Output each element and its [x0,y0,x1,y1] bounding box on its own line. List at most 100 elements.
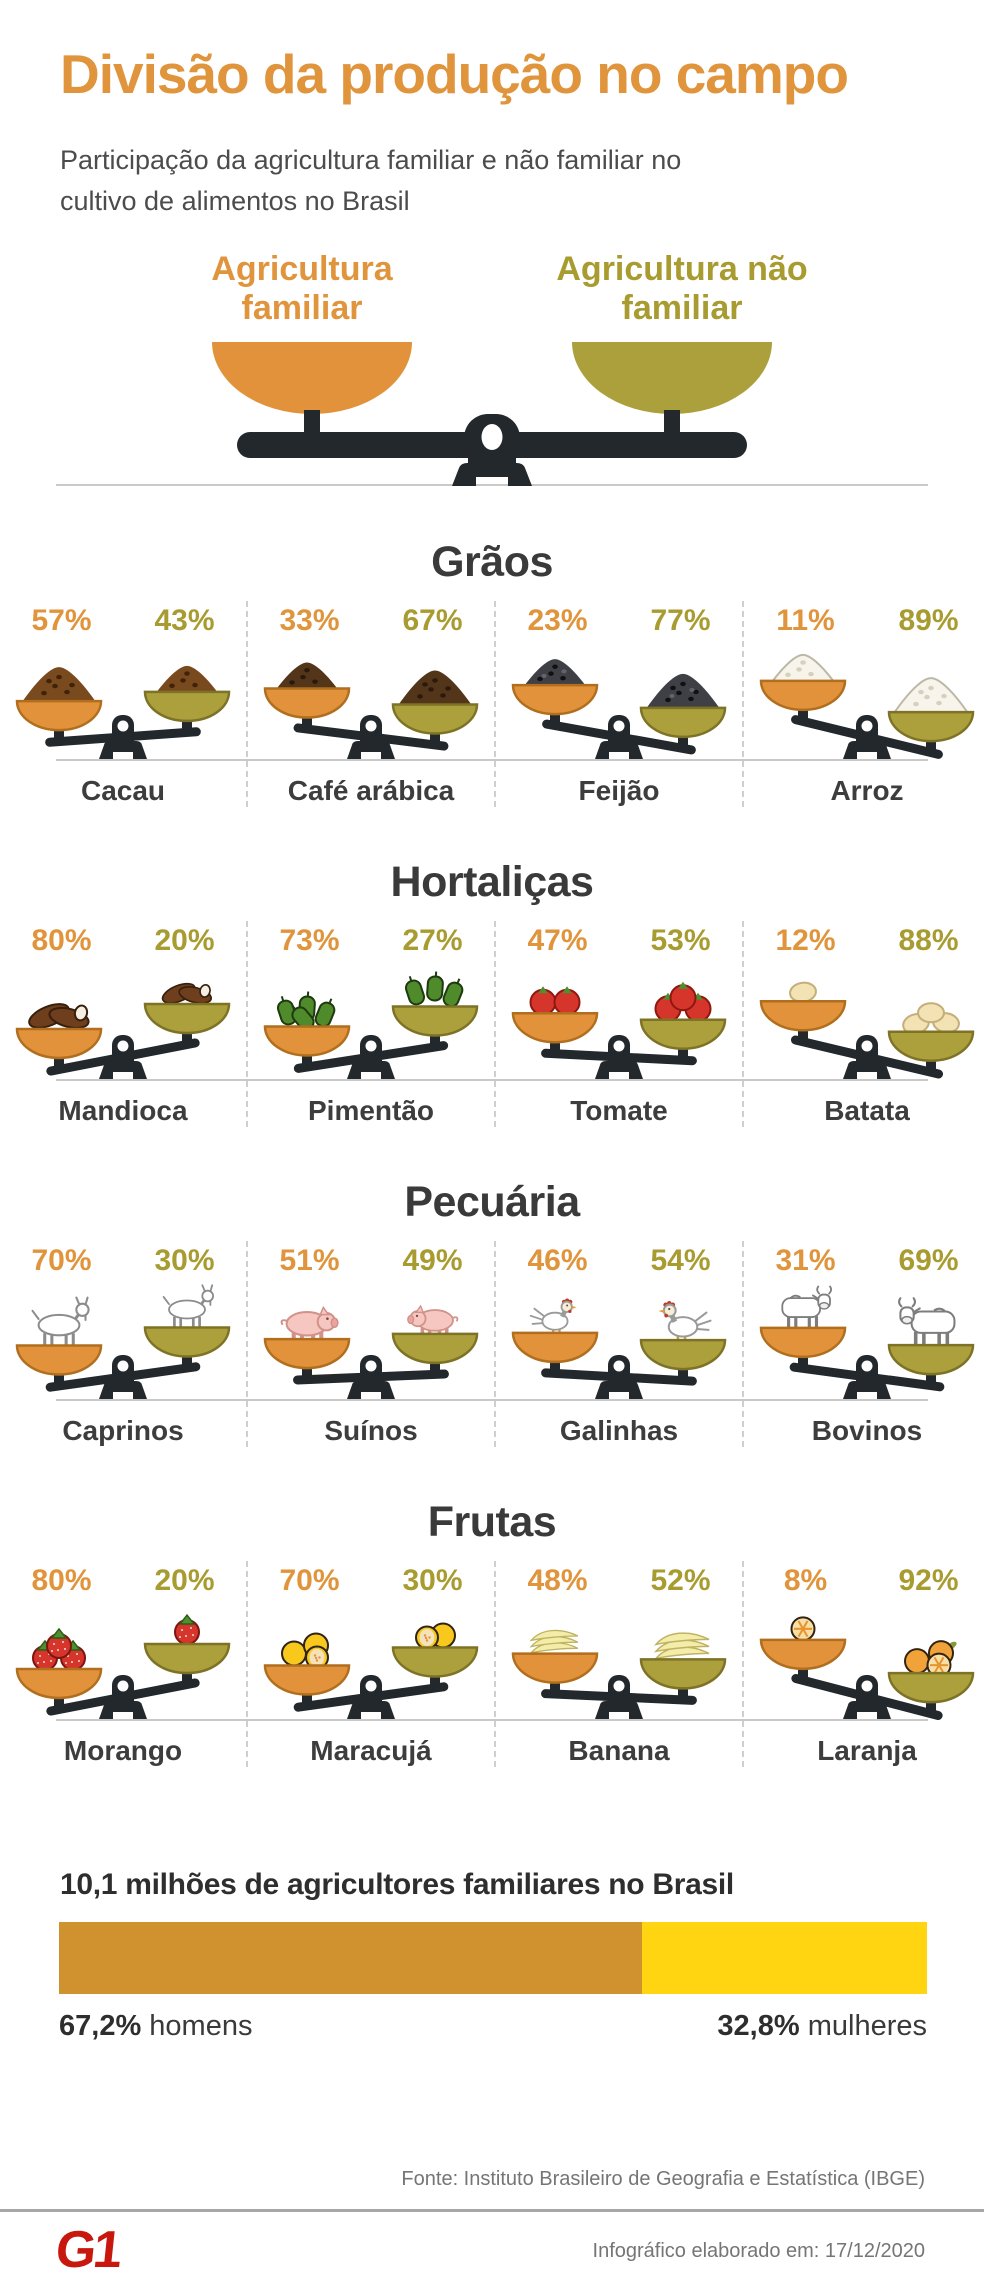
item-label: Feijão [578,775,660,806]
non-family-share-value: 30% [154,1244,215,1277]
scale-item-galinhas: 46% 54% Galinhas [494,1241,742,1447]
gender-stacked-bar [59,1922,927,1994]
balance-scale-graphic [759,981,975,1079]
non-family-share-value: 88% [898,924,959,957]
section-graos: Grãos 57% 43% Cacau 33% 67% Café arábica 23% 77%… [0,538,984,807]
family-share-value: 80% [31,1564,92,1597]
date-note: Infográfico elaborado em: 17/12/2020 [592,2240,925,2262]
family-share-value: 23% [527,604,588,637]
family-share-value: 70% [31,1244,92,1277]
non-family-share-value: 20% [154,924,215,957]
item-label: Suínos [324,1415,418,1446]
family-share-value: 12% [775,924,836,957]
balance-scale-graphic [511,1298,727,1399]
ground-line [56,484,928,487]
hero-balance-scale: Agricultura familiar Agricultura não fam… [0,250,984,487]
scale-item-maracuja: 70% 30% Maracujá [246,1561,494,1767]
share-values: 80% 20% [0,921,246,961]
women-share-word: mulheres [807,2010,927,2042]
gender-bar-labels: 67,2% homens 32,8% mulheres [59,2010,927,2043]
non-family-share-value: 53% [650,924,711,957]
source-credit: Fonte: Instituto Brasileiro de Geografia… [401,2168,925,2190]
balance-scale-graphic [759,1616,975,1721]
family-share-value: 33% [279,604,340,637]
balance-scale-graphic [263,1622,479,1719]
scale-item-cafe-arabica: 33% 67% Café arábica [246,601,494,807]
ground-line [56,759,928,761]
men-bar-segment [59,1922,643,1994]
g1-logo: G1 [52,2221,123,2279]
item-label: Galinhas [559,1415,679,1446]
legend: Agricultura familiar Agricultura não fam… [0,250,984,328]
men-share-value: 67,2% [59,2010,142,2042]
scale-item-tomate: 47% 53% Tomate [494,921,742,1127]
section-hortalicas: Hortaliças 80% 20% Mandioca 73% 27% Pimentão 47… [0,858,984,1127]
scales-row: 70% 30% Caprinos 51% 49% Suínos 46% 54% Galinhas… [0,1241,984,1447]
non-family-share-value: 27% [402,924,463,957]
non-family-share-value: 30% [402,1564,463,1597]
family-share-value: 73% [279,924,340,957]
family-share-value: 11% [776,604,835,637]
balance-scale-graphic [511,981,727,1079]
scale-item-pimentao: 73% 27% Pimentão [246,921,494,1127]
section-title: Hortaliças [390,858,594,906]
non-family-share-value: 49% [402,1244,463,1277]
ground-line [56,1079,928,1081]
ground-line [56,1719,928,1721]
balance-scale-graphic [759,1285,975,1399]
scale-item-arroz: 11% 89% Arroz [742,601,984,807]
item-label: Tomate [570,1095,668,1126]
item-label: Mandioca [58,1095,188,1126]
balance-scale-graphic [511,1629,727,1719]
family-share-value: 57% [31,604,92,637]
women-share-label: 32,8% mulheres [717,2010,927,2043]
share-values: 70% 30% [0,1241,246,1281]
share-values: 8% 92% [744,1561,984,1601]
item-label: Caprinos [62,1415,184,1446]
family-share-value: 51% [279,1244,340,1277]
scale-item-feijao: 23% 77% Feijão [494,601,742,807]
item-label: Arroz [830,775,904,806]
scale-item-morango: 80% 20% Morango [0,1561,246,1767]
legend-family-label: Agricultura familiar [211,250,393,328]
non-family-share-value: 77% [650,604,711,637]
share-values: 57% 43% [0,601,246,641]
balance-scale-graphic [263,662,479,759]
share-values: 80% 20% [0,1561,246,1601]
section-title: Pecuária [404,1178,580,1226]
family-share-value: 47% [527,924,588,957]
non-family-share-value: 92% [898,1564,959,1597]
share-values: 31% 69% [744,1241,984,1281]
non-family-share-value: 52% [650,1564,711,1597]
men-share-word: homens [149,2010,253,2042]
item-label: Banana [568,1735,670,1766]
balance-scale-graphic [15,665,231,759]
balance-scale-icon [212,342,772,487]
balance-scale-graphic [15,982,231,1079]
family-share-value: 46% [527,1244,588,1277]
non-family-share-value: 69% [898,1244,959,1277]
section-title: Frutas [427,1498,557,1546]
scale-item-suinos: 51% 49% Suínos [246,1241,494,1447]
share-values: 12% 88% [744,921,984,961]
share-values: 33% 67% [248,601,494,641]
share-values: 47% 53% [496,921,742,961]
non-family-share-value: 67% [402,604,463,637]
share-values: 46% 54% [496,1241,742,1281]
non-family-share-value: 20% [154,1564,215,1597]
family-share-value: 8% [783,1564,828,1597]
family-share-value: 31% [775,1244,836,1277]
share-values: 48% 52% [496,1561,742,1601]
item-label: Cacau [80,775,166,806]
non-family-share-value: 89% [898,604,959,637]
scale-item-cacau: 57% 43% Cacau [0,601,246,807]
family-share-value: 80% [31,924,92,957]
page-subtitle: Participação da agricultura familiar e n… [60,145,682,216]
item-label: Laranja [817,1735,917,1766]
scale-item-mandioca: 80% 20% Mandioca [0,921,246,1127]
item-label: Pimentão [307,1095,435,1126]
non-family-share-value: 43% [154,604,215,637]
family-share-value: 48% [527,1564,588,1597]
non-family-share-value: 54% [650,1244,711,1277]
